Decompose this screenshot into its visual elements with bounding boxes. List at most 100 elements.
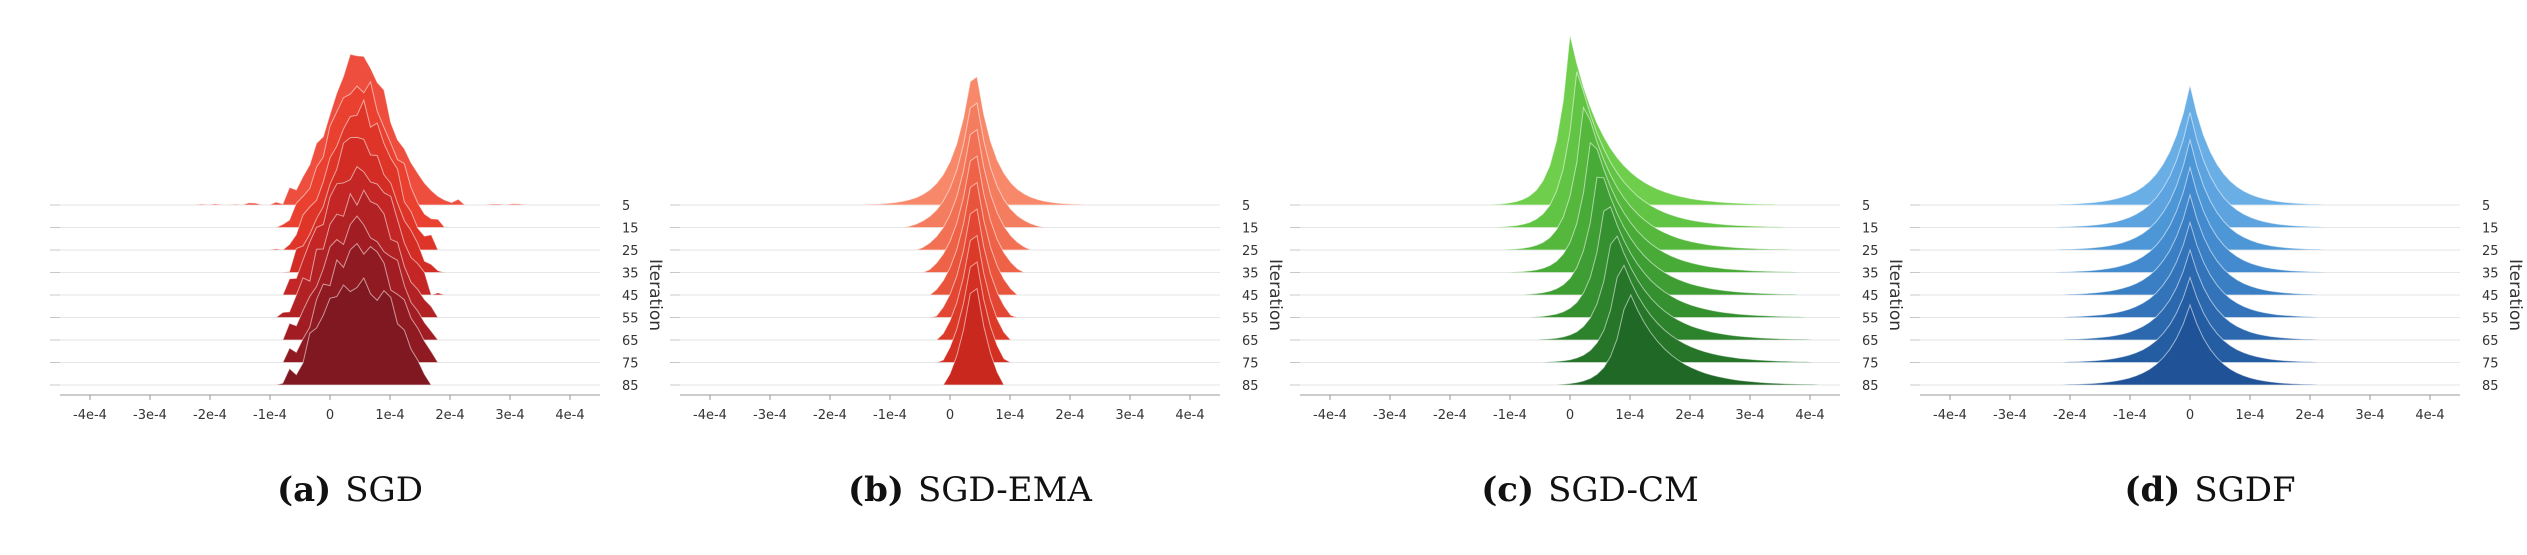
iteration-label: 75 [622, 357, 639, 372]
ridge-area [1300, 71, 1840, 228]
iteration-label: 55 [2482, 312, 2499, 327]
x-tick-label: 4e-4 [1175, 408, 1204, 423]
iteration-label: 5 [1242, 199, 1250, 214]
iteration-label: 5 [1862, 199, 1870, 214]
panel-sgdf: 5 15 25 35 45 55 65 75 85 -4e-4 -3e-4 -2e-4 -1e-4 0 1e… [1900, 0, 2525, 555]
iteration-label: 15 [1242, 222, 1259, 237]
caption-title: SGD [345, 470, 423, 510]
ridge-area [1300, 293, 1840, 386]
ridge-area [680, 75, 1220, 206]
iteration-label: 15 [1862, 222, 1879, 237]
x-tick-label: -4e-4 [1933, 408, 1967, 423]
ridge-area [60, 80, 600, 228]
ridge-area [1300, 235, 1840, 341]
ridgeline-chart-sgd-cm: 5 15 25 35 45 55 65 75 85 -4e-4 -3e-4 -2e-4 -1e-4 0 1e… [1290, 34, 1905, 423]
y-axis-label: Iteration [645, 259, 665, 331]
iteration-label: 15 [2482, 222, 2499, 237]
y-axis-label: Iteration [1885, 259, 1905, 331]
x-tick-label: -4e-4 [693, 408, 727, 423]
x-tick-label: -4e-4 [1313, 408, 1347, 423]
x-tick-label: -1e-4 [873, 408, 907, 423]
x-tick-label: 1e-4 [2235, 408, 2264, 423]
caption-sgd-cm: (c) SGD-CM [1280, 470, 1900, 510]
ridge-area [680, 261, 1220, 363]
iteration-label: 85 [1862, 379, 1879, 394]
x-tick-label: -2e-4 [193, 408, 227, 423]
x-tick-label: 0 [1566, 408, 1574, 423]
iteration-label: 5 [2482, 199, 2490, 214]
caption-label: (b) [848, 470, 904, 510]
x-tick-label: 3e-4 [1115, 408, 1144, 423]
x-tick-label: 4e-4 [1795, 408, 1824, 423]
iteration-label: 45 [2482, 289, 2499, 304]
caption-title: SGD-EMA [917, 470, 1092, 510]
iteration-label: 45 [1862, 289, 1879, 304]
ridge-area [1300, 141, 1840, 273]
iteration-label: 65 [1242, 334, 1259, 349]
ridge-area [680, 181, 1220, 296]
iteration-label: 35 [1862, 267, 1879, 282]
iteration-label: 35 [2482, 267, 2499, 282]
iteration-label: 5 [622, 199, 630, 214]
caption-label: (c) [1481, 470, 1535, 510]
x-tick-label: -1e-4 [253, 408, 287, 423]
iteration-label: 85 [622, 379, 639, 394]
x-tick-label: 1e-4 [995, 408, 1024, 423]
x-tick-label: 1e-4 [1615, 408, 1644, 423]
iteration-label: 85 [2482, 379, 2499, 394]
y-axis-label: Iteration [2505, 259, 2525, 331]
x-tick-label: -4e-4 [73, 408, 107, 423]
ridge-area [680, 128, 1220, 251]
iteration-label: 65 [2482, 334, 2499, 349]
ridge-area [60, 215, 600, 341]
x-tick-label: -2e-4 [1433, 408, 1467, 423]
ridge-area [1300, 264, 1840, 363]
ridge-area [1300, 34, 1840, 206]
x-tick-label: 3e-4 [1735, 408, 1764, 423]
iteration-label: 15 [622, 222, 639, 237]
caption-sgdf: (d) SGDF [1900, 470, 2520, 510]
ridge-area [680, 287, 1220, 386]
x-tick-label: -2e-4 [813, 408, 847, 423]
ridgeline-chart-sgdf: 5 15 25 35 45 55 65 75 85 -4e-4 -3e-4 -2e-4 -1e-4 0 1e… [1910, 84, 2525, 423]
x-tick-label: -1e-4 [2113, 408, 2147, 423]
ridge-area [680, 102, 1220, 228]
x-tick-label: 2e-4 [1675, 408, 1704, 423]
panel-sgd-cm: 5 15 25 35 45 55 65 75 85 -4e-4 -3e-4 -2e-4 -1e-4 0 1e… [1280, 0, 1905, 555]
x-tick-label: -2e-4 [2053, 408, 2087, 423]
x-tick-label: -3e-4 [1373, 408, 1407, 423]
ridge-area [1300, 105, 1840, 251]
iteration-label: 45 [1242, 289, 1259, 304]
ridge-area [680, 155, 1220, 273]
ridgeline-chart-sgd-ema: 5 15 25 35 45 55 65 75 85 -4e-4 -3e-4 -2e-4 -1e-4 0 1e… [670, 75, 1285, 423]
ridge-area [1300, 176, 1840, 296]
panel-sgd-ema: 5 15 25 35 45 55 65 75 85 -4e-4 -3e-4 -2e-4 -1e-4 0 1e… [660, 0, 1285, 555]
iteration-label: 65 [1862, 334, 1879, 349]
ridgeline-chart-sgd: 5 15 25 35 45 55 65 75 85 -4e-4 -3e-4 -2e-4 -1e-4 0 1e… [50, 53, 665, 423]
iteration-label: 25 [622, 244, 639, 259]
iteration-label: 25 [2482, 244, 2499, 259]
ridge-area [60, 98, 600, 251]
x-tick-label: 3e-4 [495, 408, 524, 423]
iteration-label: 75 [1242, 357, 1259, 372]
x-tick-label: 4e-4 [555, 408, 584, 423]
x-tick-label: 2e-4 [435, 408, 464, 423]
caption-sgd: (a) SGD [40, 470, 660, 510]
iteration-label: 75 [2482, 357, 2499, 372]
x-tick-label: 0 [2186, 408, 2194, 423]
iteration-label: 85 [1242, 379, 1259, 394]
caption-title: SGD-CM [1548, 470, 1699, 510]
x-tick-label: -3e-4 [133, 408, 167, 423]
y-axis-label: Iteration [1265, 259, 1285, 331]
x-tick-label: -1e-4 [1493, 408, 1527, 423]
x-tick-label: 0 [326, 408, 334, 423]
iteration-label: 75 [1862, 357, 1879, 372]
caption-label: (d) [2124, 470, 2181, 510]
panel-sgd: 5 15 25 35 45 55 65 75 85 -4e-4 -3e-4 -2e-4 -1e-4 0 1e… [40, 0, 665, 555]
x-tick-label: -3e-4 [1993, 408, 2027, 423]
iteration-label: 55 [622, 312, 639, 327]
x-tick-label: 1e-4 [375, 408, 404, 423]
caption-label: (a) [277, 470, 332, 510]
ridge-area [680, 208, 1220, 318]
x-tick-label: 2e-4 [1055, 408, 1084, 423]
